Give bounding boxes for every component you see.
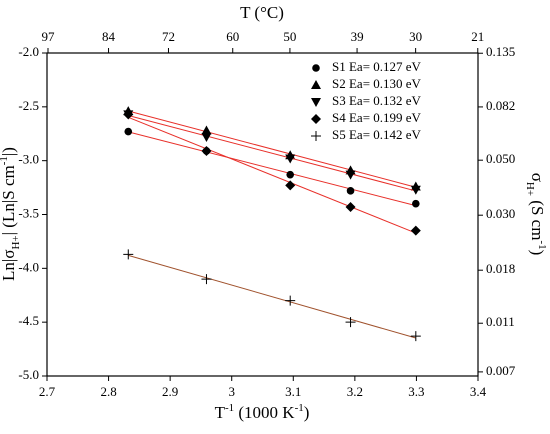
y2-title-part: -1 (536, 240, 548, 249)
fit-line (128, 115, 416, 192)
y2-title-part: ) (528, 250, 547, 256)
x2-tick-label: 50 (283, 29, 296, 44)
x2-tick-label: 21 (471, 29, 484, 44)
y-tick-label: -3.0 (18, 152, 39, 167)
marker (285, 180, 296, 191)
x-axis-title: T-1 (1000 K-1) (215, 402, 310, 422)
legend-label: S5 Ea= 0.142 eV (332, 127, 422, 142)
legend-label: S2 Ea= 0.130 eV (332, 76, 422, 91)
x-tick-label: 2.7 (39, 384, 56, 399)
x-tick-label: 2.9 (162, 384, 178, 399)
x-tick-label: 3.2 (347, 384, 363, 399)
fit-line (128, 110, 416, 188)
fit-line (128, 254, 416, 339)
y2-tick-label: 0.007 (486, 363, 516, 378)
marker (123, 109, 134, 120)
y-title-part: -1 (0, 156, 10, 165)
x2-axis-title: T (°C) (240, 3, 284, 22)
y2-title-part: (S cm (528, 196, 547, 240)
marker (285, 295, 296, 306)
x2-tick-label: 84 (102, 29, 116, 44)
legend-marker (312, 64, 320, 72)
y-title-part: | (Ln|S cm (0, 165, 18, 235)
marker (286, 170, 295, 179)
marker (410, 185, 421, 195)
legend-label: S3 Ea= 0.132 eV (332, 93, 422, 108)
x-tick-label: 2.8 (100, 384, 116, 399)
y-tick-label: -3.5 (18, 205, 39, 220)
x-title-part: -1 (295, 402, 304, 414)
x-tick-label: 3 (228, 384, 235, 399)
y2-tick-label: 0.082 (486, 98, 515, 113)
y2-tick-label: 0.011 (486, 314, 515, 329)
y-tick-label: -4.0 (18, 259, 39, 274)
y-tick-label: -2.5 (18, 98, 39, 113)
x-title-part: T (215, 403, 226, 422)
y-tick-label: -4.5 (18, 313, 39, 328)
marker (345, 317, 356, 328)
y-tick-label: -5.0 (18, 367, 39, 382)
x2-tick-label: 97 (41, 29, 55, 44)
x-tick-label: 3.3 (408, 384, 424, 399)
x2-tick-label: 30 (409, 29, 422, 44)
marker (410, 331, 421, 342)
y-title-part: |) (0, 147, 18, 156)
marker (123, 249, 134, 260)
marker (201, 145, 212, 156)
legend-marker (311, 80, 321, 89)
x2-tick-label: 72 (162, 29, 175, 44)
x-title-part: -1 (225, 402, 234, 414)
legend-marker (311, 114, 321, 124)
x-tick-label: 3.1 (285, 384, 301, 399)
y2-tick-label: 0.050 (486, 151, 515, 166)
x-title-part: ) (304, 403, 310, 422)
y2-tick-label: 0.135 (486, 44, 515, 59)
marker (124, 127, 133, 136)
y-axis-title: Ln|σH+| (Ln|S cm-1|) (0, 147, 22, 281)
y-title-part: H+ (10, 235, 22, 249)
y2-axis-title: σH+ (S cm-1) (524, 173, 548, 256)
marker (346, 187, 355, 195)
y-title-part: Ln|σ (0, 250, 18, 281)
legend-label: S1 Ea= 0.127 eV (332, 59, 422, 74)
x-title-part: (1000 K (234, 403, 295, 422)
fit-line (128, 131, 416, 207)
legend-label: S4 Ea= 0.199 eV (332, 110, 422, 125)
legend-marker (311, 131, 321, 141)
marker (285, 154, 296, 164)
marker (201, 132, 212, 142)
marker (345, 170, 356, 180)
y2-tick-label: 0.018 (486, 261, 515, 276)
marker (410, 225, 421, 236)
x2-tick-label: 39 (351, 29, 364, 44)
y2-title-part: H+ (524, 182, 536, 196)
marker (345, 201, 356, 212)
y2-tick-label: 0.030 (486, 206, 515, 221)
x2-tick-label: 60 (226, 29, 239, 44)
fit-line (128, 116, 416, 234)
marker (201, 125, 212, 135)
y-tick-label: -2.0 (18, 44, 39, 59)
y2-title-part: σ (528, 173, 547, 182)
legend-marker (311, 98, 321, 107)
marker (201, 274, 212, 285)
marker (412, 199, 420, 208)
x-tick-label: 3.4 (470, 384, 487, 399)
